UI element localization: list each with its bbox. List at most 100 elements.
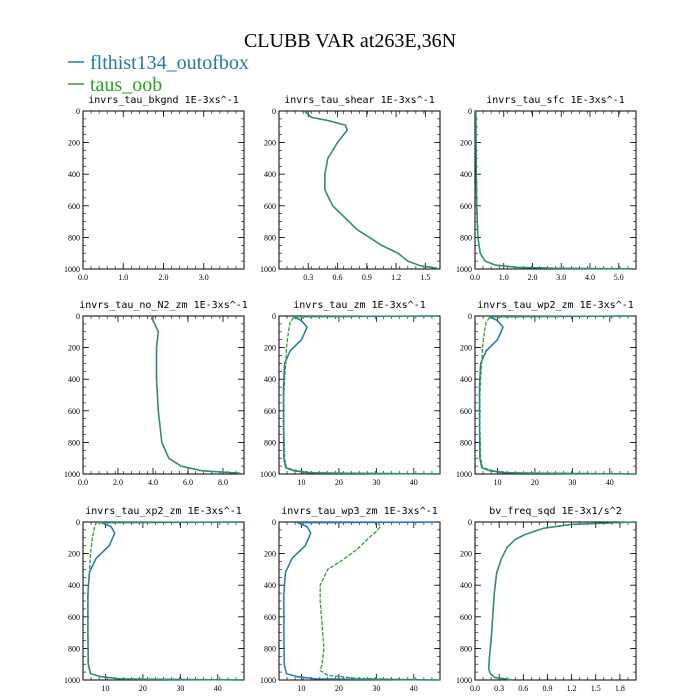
x-tick-label: 8.0 [218, 478, 228, 487]
panel-3: invrs_tau_no_N2_zm 1E-3xs^-10 200 400 600 80… [64, 300, 248, 487]
x-tick-label: 2.0 [528, 273, 538, 282]
series-line-1 [87, 521, 245, 681]
panel-8: bv_freq_sqd 1E-3x1/s^2020040060080010000… [456, 506, 637, 693]
series-line-0 [282, 315, 441, 475]
y-tick-label: 1000 [64, 470, 80, 479]
x-tick-label: 20 [531, 478, 539, 487]
panel-title: invrs_tau_wp3_zm 1E-3xs^-1 [281, 506, 438, 517]
x-tick-label: 0.6 [518, 684, 528, 693]
y-tick-label: 0 [272, 312, 276, 321]
x-tick-label: 5.0 [614, 273, 624, 282]
x-tick-label: 3.0 [199, 273, 209, 282]
x-tick-label: 4.0 [148, 478, 158, 487]
y-tick-label: 1000 [260, 265, 276, 274]
x-tick-label: 1.0 [499, 273, 509, 282]
y-tick-label: 400 [460, 375, 472, 384]
minor-ticks [475, 522, 636, 680]
y-tick-label: 400 [460, 581, 472, 590]
plot-frame [474, 110, 637, 270]
plot-frame [82, 521, 245, 681]
x-tick-label: 3.0 [556, 273, 566, 282]
x-tick-label: 1.5 [591, 684, 601, 693]
x-tick-label: 40 [606, 478, 614, 487]
minor-ticks [279, 522, 440, 680]
minor-ticks [475, 111, 636, 269]
x-tick-label: 40 [214, 684, 222, 693]
x-tick-label: 1.2 [391, 273, 401, 282]
x-tick-label: 0.0 [470, 684, 480, 693]
series-line-1 [488, 521, 635, 681]
x-tick-label: 1.8 [615, 684, 625, 693]
y-tick-label: 800 [68, 644, 80, 653]
y-tick-label: 1000 [456, 676, 472, 685]
y-tick-label: 200 [264, 344, 276, 353]
y-tick-label: 800 [264, 644, 276, 653]
panel-title: invrs_tau_no_N2_zm 1E-3xs^-1 [79, 300, 248, 311]
series-line-1 [479, 315, 637, 475]
x-tick-label: 10 [297, 478, 305, 487]
y-tick-label: 400 [68, 581, 80, 590]
y-tick-label: 1000 [64, 265, 80, 274]
series-line-0 [478, 315, 637, 475]
legend-label-0: flthist134_outofbox [90, 52, 249, 74]
y-tick-label: 0 [76, 107, 80, 116]
plot-frame [82, 315, 245, 475]
x-tick-label: 0.9 [362, 273, 372, 282]
series-line-1 [304, 111, 438, 269]
x-tick-label: 30 [568, 478, 576, 487]
plot-frame [278, 110, 441, 270]
y-tick-label: 600 [68, 407, 80, 416]
series-line-1 [283, 315, 441, 475]
y-tick-label: 200 [460, 139, 472, 148]
minor-ticks [83, 522, 244, 680]
x-tick-label: 6.0 [183, 478, 193, 487]
x-tick-label: 2.0 [159, 273, 169, 282]
y-tick-label: 0 [468, 312, 472, 321]
y-tick-label: 400 [264, 375, 276, 384]
y-tick-label: 1000 [456, 265, 472, 274]
y-tick-label: 0 [468, 107, 472, 116]
series-line-0 [304, 111, 438, 269]
x-tick-label: 1.2 [567, 684, 577, 693]
y-tick-label: 1000 [456, 470, 472, 479]
y-tick-label: 600 [264, 613, 276, 622]
panel-title: invrs_tau_bkgnd 1E-3xs^-1 [88, 95, 239, 106]
y-tick-label: 0 [272, 107, 276, 116]
series-line-0 [475, 110, 631, 270]
y-tick-label: 600 [460, 613, 472, 622]
y-tick-label: 600 [264, 407, 276, 416]
panel-6: invrs_tau_xp2_zm 1E-3xs^-1 0 200 400 600 800 1… [64, 506, 245, 693]
y-tick-label: 200 [460, 550, 472, 559]
series-line-1 [150, 317, 241, 474]
plot-frame [82, 110, 245, 270]
minor-ticks [83, 111, 244, 269]
legend: flthist134_outofbox taus_oob [68, 52, 249, 96]
y-tick-label: 600 [264, 202, 276, 211]
y-tick-label: 400 [264, 581, 276, 590]
y-tick-label: 400 [68, 375, 80, 384]
x-tick-label: 20 [335, 684, 343, 693]
panel-title: invrs_tau_xp2_zm 1E-3xs^-1 [85, 506, 242, 517]
plot-frame [278, 315, 441, 475]
plot-frame [474, 315, 637, 475]
panels: invrs_tau_bkgnd 1E-3xs^-1020040060080010… [64, 95, 637, 693]
series-line-0 [87, 521, 245, 681]
minor-ticks [279, 316, 440, 474]
minor-ticks [279, 111, 440, 269]
x-tick-label: 1.5 [420, 273, 430, 282]
y-tick-label: 400 [264, 170, 276, 179]
x-tick-label: 0.0 [470, 273, 480, 282]
x-tick-label: 0.6 [333, 273, 343, 282]
legend-label-1: taus_oob [90, 74, 162, 96]
x-tick-label: 10 [297, 684, 305, 693]
y-tick-label: 0 [468, 518, 472, 527]
panel-4: invrs_tau_zm 1E-3xs^-1 0 200 400 600 800 1000 1… [260, 300, 441, 487]
x-tick-label: 20 [335, 478, 343, 487]
x-tick-label: 40 [410, 478, 418, 487]
x-tick-label: 2.0 [113, 478, 123, 487]
x-tick-label: 20 [139, 684, 147, 693]
panel-0: invrs_tau_bkgnd 1E-3xs^-1 0 200 400 600 800 10… [64, 95, 245, 282]
y-tick-label: 0 [272, 518, 276, 527]
x-tick-label: 4.0 [585, 273, 595, 282]
